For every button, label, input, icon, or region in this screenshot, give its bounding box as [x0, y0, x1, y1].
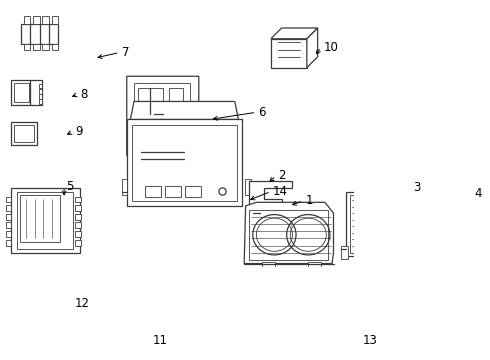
- Polygon shape: [14, 125, 34, 142]
- Polygon shape: [145, 186, 161, 197]
- Text: 6: 6: [259, 106, 266, 119]
- Polygon shape: [43, 17, 49, 24]
- Polygon shape: [75, 214, 81, 220]
- Polygon shape: [78, 348, 201, 360]
- Text: 13: 13: [363, 334, 378, 347]
- Polygon shape: [262, 262, 275, 269]
- Text: 5: 5: [66, 180, 74, 193]
- Polygon shape: [14, 83, 29, 102]
- Polygon shape: [245, 179, 251, 195]
- Polygon shape: [75, 197, 81, 202]
- Text: 14: 14: [273, 185, 288, 198]
- Polygon shape: [20, 195, 60, 242]
- Polygon shape: [138, 89, 163, 114]
- Polygon shape: [271, 39, 307, 68]
- Polygon shape: [75, 222, 81, 228]
- Polygon shape: [75, 240, 81, 246]
- Text: 1: 1: [305, 194, 313, 207]
- Polygon shape: [39, 94, 42, 99]
- Polygon shape: [39, 84, 42, 89]
- Polygon shape: [6, 205, 11, 211]
- Polygon shape: [6, 222, 11, 228]
- Text: 7: 7: [122, 46, 129, 59]
- Polygon shape: [244, 202, 334, 264]
- Polygon shape: [346, 192, 404, 256]
- Polygon shape: [11, 188, 80, 253]
- Polygon shape: [43, 44, 49, 50]
- Polygon shape: [271, 28, 318, 39]
- Polygon shape: [6, 240, 11, 246]
- Text: 11: 11: [153, 334, 168, 347]
- Polygon shape: [184, 343, 197, 356]
- Polygon shape: [6, 231, 11, 237]
- Polygon shape: [6, 197, 11, 202]
- Polygon shape: [411, 188, 462, 253]
- Polygon shape: [228, 357, 349, 360]
- Text: 10: 10: [323, 41, 338, 54]
- Text: 4: 4: [475, 187, 482, 200]
- Polygon shape: [21, 24, 58, 44]
- Polygon shape: [33, 17, 40, 24]
- Text: 12: 12: [75, 297, 90, 310]
- Polygon shape: [24, 44, 30, 50]
- Polygon shape: [11, 80, 42, 105]
- Text: 3: 3: [414, 181, 421, 194]
- Polygon shape: [132, 125, 237, 201]
- Polygon shape: [11, 122, 37, 145]
- Polygon shape: [346, 350, 360, 360]
- Polygon shape: [169, 89, 183, 114]
- Polygon shape: [185, 186, 201, 197]
- Polygon shape: [39, 99, 42, 104]
- Text: 2: 2: [278, 169, 286, 182]
- Polygon shape: [249, 210, 328, 260]
- Polygon shape: [249, 181, 293, 217]
- Polygon shape: [122, 179, 127, 195]
- Polygon shape: [17, 192, 74, 249]
- Polygon shape: [127, 120, 242, 206]
- Polygon shape: [52, 44, 58, 50]
- Polygon shape: [127, 76, 199, 199]
- Polygon shape: [134, 84, 190, 147]
- Polygon shape: [75, 231, 81, 237]
- Polygon shape: [130, 102, 239, 120]
- Polygon shape: [84, 352, 196, 360]
- Text: 9: 9: [75, 125, 82, 138]
- Polygon shape: [165, 186, 181, 197]
- Polygon shape: [52, 17, 58, 24]
- Polygon shape: [341, 246, 348, 258]
- Polygon shape: [39, 89, 42, 94]
- Polygon shape: [75, 205, 81, 211]
- Polygon shape: [222, 354, 355, 360]
- Polygon shape: [307, 28, 318, 68]
- Polygon shape: [308, 262, 321, 269]
- Polygon shape: [33, 44, 40, 50]
- Polygon shape: [350, 195, 400, 253]
- Text: 8: 8: [80, 88, 87, 101]
- Polygon shape: [6, 214, 11, 220]
- Polygon shape: [24, 17, 30, 24]
